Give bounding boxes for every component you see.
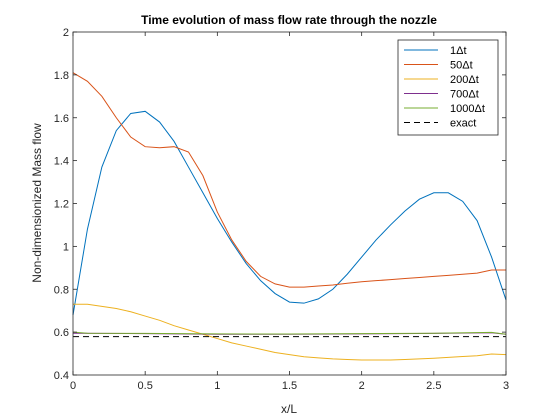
legend-box <box>397 39 499 136</box>
series-line-0 <box>72 110 507 316</box>
legend-label: exact <box>450 118 476 130</box>
y-tick-label: 1.4 <box>54 156 69 168</box>
y-tick-label: 2 <box>63 27 69 39</box>
y-tick-label: 0.6 <box>54 327 69 339</box>
legend-label: 700Δt <box>450 89 479 101</box>
x-tick-label: 0 <box>70 380 76 392</box>
x-axis-label: x/L <box>281 402 297 416</box>
y-tick-label: 1.6 <box>54 113 69 125</box>
legend-label: 200Δt <box>450 74 479 86</box>
y-tick-label: 0.8 <box>54 284 69 296</box>
series-line-4 <box>72 331 507 335</box>
x-tick-label: 1 <box>214 380 220 392</box>
series-line-2 <box>73 303 507 361</box>
series-line-1 <box>72 72 506 288</box>
chart-title: Time evolution of mass flow rate through… <box>141 13 437 27</box>
x-tick-label: 2 <box>359 380 365 392</box>
y-tick-label: 1 <box>63 241 69 253</box>
series-layer <box>72 72 507 361</box>
legend-label: 1Δt <box>450 45 467 57</box>
y-tick-label: 1.8 <box>54 70 69 82</box>
y-tick-label: 1.2 <box>54 199 69 211</box>
axes-layer: 0 0.5 1 1.5 2 2.5 3 0.4 0.6 0.8 1 1.2 1.4 1.6 1.8 2 <box>54 27 509 392</box>
legend-label: 1000Δt <box>450 103 485 115</box>
x-tick-label: 2.5 <box>426 380 441 392</box>
legend-label: 50Δt <box>450 60 473 72</box>
y-axis-label: Non-dimensionized Mass flow <box>30 123 44 283</box>
x-tick-label: 3 <box>503 380 509 392</box>
x-tick-label: 0.5 <box>138 380 153 392</box>
x-tick-label: 1.5 <box>282 380 297 392</box>
legend: 1Δt 50Δt 200Δt 700Δt 1000Δt exact <box>397 39 499 136</box>
y-tick-label: 0.4 <box>54 370 69 382</box>
